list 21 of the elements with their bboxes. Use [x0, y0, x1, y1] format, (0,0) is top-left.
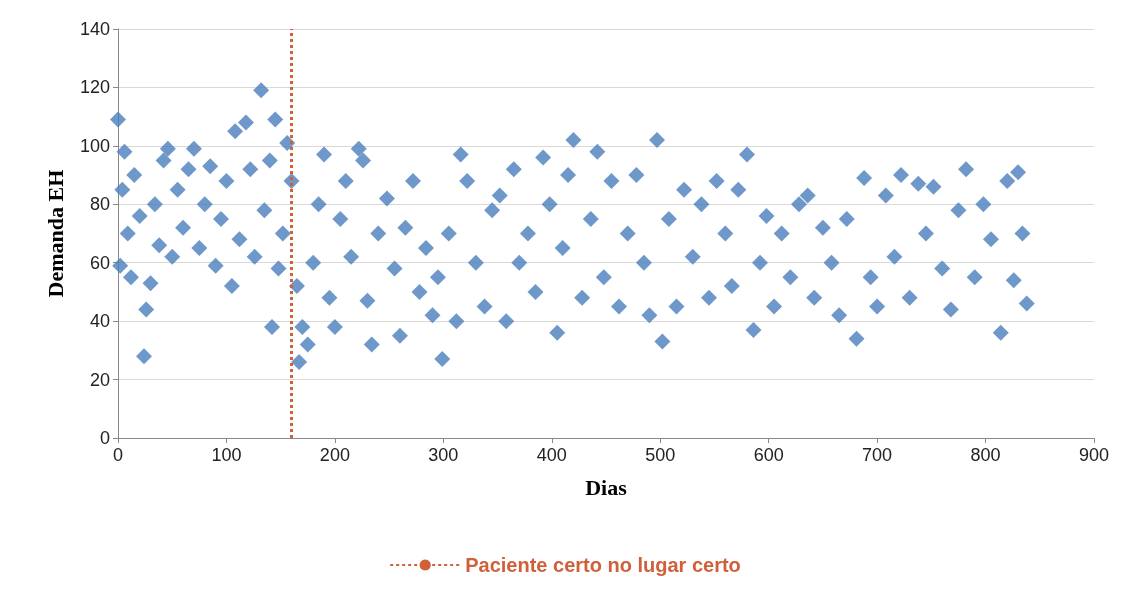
legend-label: Paciente certo no lugar certo — [465, 554, 741, 576]
x-tick-label: 200 — [319, 445, 350, 465]
x-tick-label: 600 — [753, 445, 784, 465]
y-tick-label: 20 — [89, 369, 110, 390]
x-tick-label: 900 — [1078, 445, 1110, 465]
x-tick-label: 500 — [645, 445, 676, 465]
y-tick-label: 80 — [89, 194, 110, 215]
y-tick-label: 0 — [99, 428, 110, 448]
y-tick-label: 120 — [79, 77, 110, 98]
x-tick-label: 100 — [211, 445, 242, 465]
y-tick-label: 60 — [89, 252, 110, 273]
x-tick-label: 400 — [536, 445, 567, 465]
x-tick-label: 800 — [970, 445, 1001, 465]
y-axis-title: Demanda EH — [42, 169, 68, 298]
x-tick-label: 700 — [862, 445, 893, 465]
x-tick-label: 0 — [112, 445, 124, 465]
x-axis-title: Dias — [585, 474, 628, 500]
y-tick-label: 100 — [79, 135, 110, 156]
x-tick-label: 300 — [428, 445, 459, 465]
y-tick-label: 40 — [89, 311, 110, 332]
y-tick-label: 140 — [79, 19, 110, 39]
